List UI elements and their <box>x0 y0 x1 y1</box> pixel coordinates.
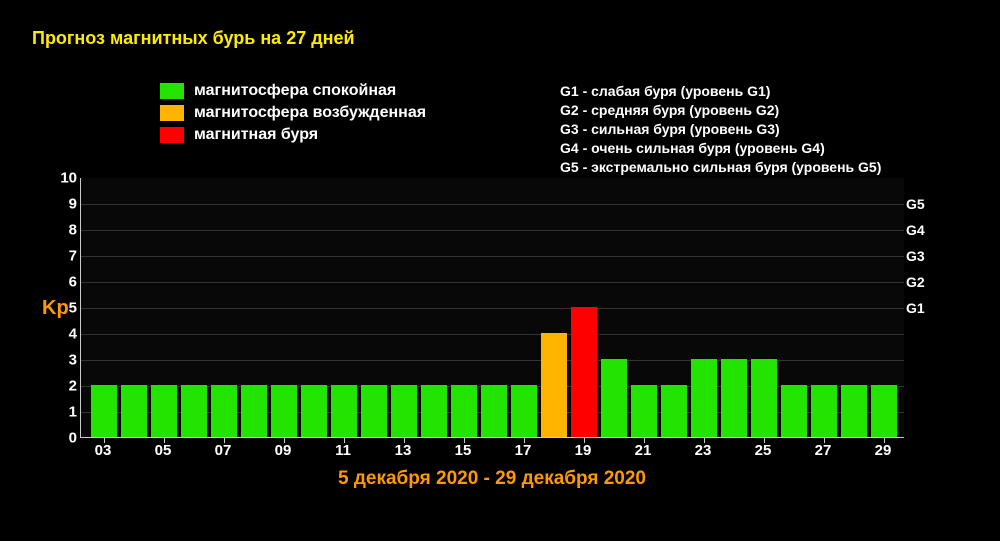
x-tick-label: 15 <box>455 442 472 459</box>
bar <box>211 385 237 437</box>
bar <box>151 385 177 437</box>
y-tick-label: 0 <box>69 430 77 447</box>
legend-label: магнитосфера спокойная <box>194 82 396 100</box>
x-tick-label: 07 <box>215 442 232 459</box>
legend-swatch <box>160 83 184 99</box>
legend-color: магнитосфера спокойная магнитосфера возбу… <box>160 82 426 148</box>
x-tick-label: 25 <box>755 442 772 459</box>
legend-item: магнитная буря <box>160 126 426 144</box>
bar <box>511 385 537 437</box>
x-tick-label: 13 <box>395 442 412 459</box>
y-ticks: 012345678910 <box>57 178 77 437</box>
legend-g-item: G2 - средняя буря (уровень G2) <box>560 101 881 120</box>
page-title: Прогноз магнитных бурь на 27 дней <box>32 28 355 49</box>
bar <box>241 385 267 437</box>
x-tick-label: 27 <box>815 442 832 459</box>
bar <box>691 359 717 437</box>
y-tick-label: 1 <box>69 404 77 421</box>
bar <box>481 385 507 437</box>
g-ticks: G1 G2 G3 G4 G5 <box>906 178 934 437</box>
y-tick-label: 5 <box>69 300 77 317</box>
legend-label: магнитосфера возбужденная <box>194 104 426 122</box>
chart-subtitle: 5 декабря 2020 - 29 декабря 2020 <box>80 468 904 490</box>
g-tick-label: G2 <box>906 274 925 290</box>
x-tick-label: 23 <box>695 442 712 459</box>
g-tick-label: G5 <box>906 196 925 212</box>
y-tick-label: 8 <box>69 222 77 239</box>
bar <box>331 385 357 437</box>
g-tick-label: G4 <box>906 222 925 238</box>
legend-g-item: G4 - очень сильная буря (уровень G4) <box>560 139 881 158</box>
bar <box>781 385 807 437</box>
bar <box>751 359 777 437</box>
y-tick-label: 4 <box>69 326 77 343</box>
grid-line <box>81 334 904 335</box>
x-tick-label: 21 <box>635 442 652 459</box>
y-tick-label: 7 <box>69 248 77 265</box>
x-tick-label: 17 <box>515 442 532 459</box>
bar <box>841 385 867 437</box>
y-tick-label: 2 <box>69 378 77 395</box>
grid-line <box>81 308 904 309</box>
x-tick-label: 11 <box>335 442 351 459</box>
y-tick-label: 10 <box>60 170 77 187</box>
bar <box>601 359 627 437</box>
bar <box>391 385 417 437</box>
grid-line <box>81 282 904 283</box>
legend-label: магнитная буря <box>194 126 318 144</box>
legend-swatch <box>160 127 184 143</box>
bar <box>301 385 327 437</box>
grid-line <box>81 230 904 231</box>
bar <box>811 385 837 437</box>
x-ticks: 03 05 07 09 11 13 15 17 19 21 23 25 27 29 <box>80 438 904 462</box>
bar <box>541 333 567 437</box>
bar <box>571 307 597 437</box>
legend-item: магнитосфера возбужденная <box>160 104 426 122</box>
x-tick-label: 09 <box>275 442 292 459</box>
legend-g-item: G1 - слабая буря (уровень G1) <box>560 82 881 101</box>
legend-g-item: G3 - сильная буря (уровень G3) <box>560 120 881 139</box>
bar <box>361 385 387 437</box>
g-tick-label: G3 <box>906 248 925 264</box>
legend-swatch <box>160 105 184 121</box>
grid-line <box>81 204 904 205</box>
grid-line <box>81 256 904 257</box>
bar <box>661 385 687 437</box>
x-tick-label: 05 <box>155 442 172 459</box>
y-tick-label: 6 <box>69 274 77 291</box>
legend-g-levels: G1 - слабая буря (уровень G1)G2 - средня… <box>560 82 881 176</box>
legend-g-item: G5 - экстремально сильная буря (уровень … <box>560 158 881 177</box>
x-tick-label: 29 <box>875 442 892 459</box>
legend-item: магнитосфера спокойная <box>160 82 426 100</box>
bar <box>271 385 297 437</box>
bar <box>721 359 747 437</box>
bar <box>181 385 207 437</box>
y-tick-label: 9 <box>69 196 77 213</box>
y-tick-label: 3 <box>69 352 77 369</box>
bar <box>121 385 147 437</box>
bar <box>451 385 477 437</box>
x-tick-label: 19 <box>575 442 592 459</box>
grid-line <box>81 360 904 361</box>
plot-area: 012345678910 G1G2G3G4G5 <box>80 178 904 438</box>
bar <box>871 385 897 437</box>
bar <box>421 385 447 437</box>
bar <box>631 385 657 437</box>
kp-chart: Kp 012345678910 G1G2G3G4G5 0305070911131… <box>42 178 962 490</box>
bar <box>91 385 117 437</box>
g-tick-label: G1 <box>906 300 925 316</box>
x-tick-label: 03 <box>95 442 112 459</box>
